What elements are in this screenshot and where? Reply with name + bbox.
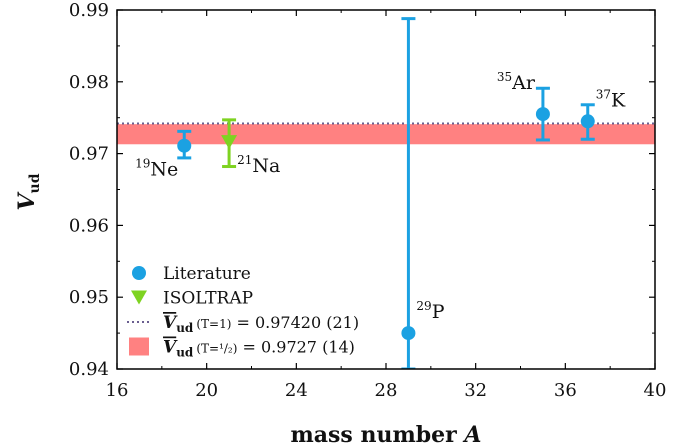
y-tick-label: 0.98 — [69, 72, 109, 93]
legend-label-1: ISOLTRAP — [163, 289, 253, 309]
annotation-element: K — [611, 89, 626, 111]
y-tick-label: 0.96 — [69, 215, 109, 236]
legend-label-ref-band-0: Vud (T=¹/₂) = 0.9727 (14) — [163, 338, 355, 360]
y-axis-subscript: ud — [27, 173, 43, 193]
legend-label-ref-line-0: Vud (T=1) = 0.97420 (21) — [163, 313, 359, 335]
data-point-ar — [535, 107, 550, 122]
annotation-ne: 19Ne — [135, 157, 178, 181]
data-point-p — [401, 326, 416, 341]
y-tick-label: 0.99 — [69, 0, 109, 21]
legend-isospin: (T=¹/₂) — [196, 342, 237, 356]
annotation-layer: 19Ne 29P 35Ar 37K 21Na — [135, 70, 626, 323]
x-axis-label-text: mass number — [291, 422, 458, 448]
reference-band-layer — [117, 124, 655, 145]
y-axis-label: Vud — [14, 173, 43, 210]
annotation-mass-number: 35 — [497, 70, 512, 84]
axes-layer: 16 20 24 28 32 36 40 0.94 0.95 0.96 0.97 0.98 0.99 — [69, 0, 667, 401]
legend-subscript: ud — [176, 321, 194, 335]
legend-symbol: V — [163, 338, 178, 358]
annotation-k: 37K — [596, 87, 626, 111]
legend-value: = 0.9727 (14) — [237, 338, 355, 357]
legend-isospin: (T=1) — [196, 317, 231, 331]
legend-marker-band — [129, 337, 149, 356]
annotation-element: P — [432, 301, 445, 323]
data-point-ne — [177, 138, 192, 153]
x-tick-label: 24 — [285, 380, 308, 401]
annotation-element: Na — [252, 155, 280, 177]
x-tick-label: 20 — [195, 380, 218, 401]
data-layer — [177, 17, 595, 369]
data-point-na — [221, 135, 238, 150]
annotation-ar: 35Ar — [497, 70, 536, 94]
annotation-p: 29P — [416, 299, 444, 323]
plot-frame — [116, 9, 656, 370]
annotation-mass-number: 37 — [596, 87, 611, 101]
x-tick-label: 36 — [554, 380, 577, 401]
x-tick-label: 16 — [106, 380, 129, 401]
y-axis-variable: V — [14, 192, 40, 211]
legend-value: = 0.97420 (21) — [231, 313, 359, 332]
y-tick-label: 0.94 — [69, 359, 109, 380]
annotation-mass-number: 19 — [135, 157, 150, 171]
annotation-mass-number: 21 — [237, 153, 252, 167]
x-tick-label: 40 — [644, 380, 667, 401]
y-tick-label: 0.97 — [69, 144, 109, 165]
data-point-k — [580, 114, 595, 129]
legend-marker-1 — [131, 290, 147, 305]
annotation-element: Ar — [511, 72, 536, 94]
x-axis-variable: A — [462, 422, 481, 448]
y-tick-label: 0.95 — [69, 287, 109, 308]
legend-symbol: V — [163, 313, 178, 333]
x-tick-label: 32 — [464, 380, 487, 401]
x-tick-label: 28 — [375, 380, 398, 401]
annotation-na: 21Na — [237, 153, 280, 177]
annotation-mass-number: 29 — [416, 299, 431, 313]
reference-band-0 — [117, 124, 655, 145]
x-axis-label: mass number A — [291, 422, 482, 448]
annotation-element: Ne — [150, 159, 178, 181]
legend-label-0: Literature — [163, 264, 251, 284]
legend-subscript: ud — [176, 346, 194, 360]
legend-marker-0 — [132, 266, 146, 280]
